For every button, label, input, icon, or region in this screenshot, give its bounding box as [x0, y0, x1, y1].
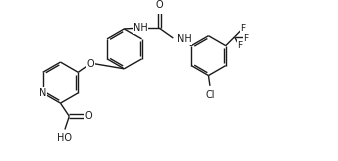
Text: Cl: Cl	[205, 90, 215, 100]
Text: NH: NH	[133, 23, 148, 33]
Text: O: O	[87, 59, 94, 69]
Text: O: O	[84, 111, 92, 121]
Text: F: F	[237, 41, 242, 50]
Text: N: N	[39, 88, 46, 98]
Text: NH: NH	[177, 34, 192, 44]
Text: HO: HO	[57, 133, 72, 143]
Text: F: F	[243, 34, 248, 43]
Text: O: O	[156, 0, 163, 10]
Text: F: F	[240, 24, 245, 33]
